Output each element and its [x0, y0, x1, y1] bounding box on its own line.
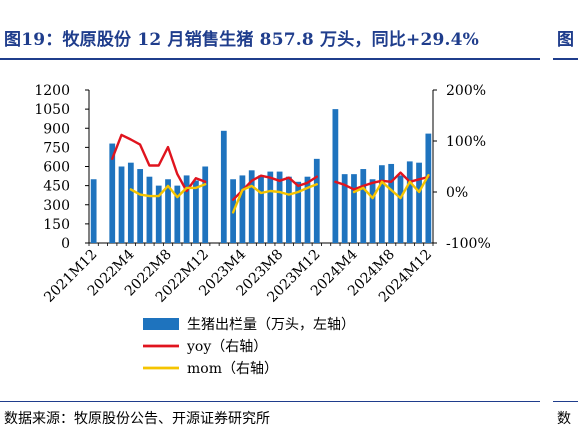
right-axis-tick-label: 100% [446, 134, 486, 150]
next-title-rule [553, 58, 578, 60]
bar [127, 162, 134, 243]
mom-line-segment [129, 183, 207, 199]
bar [193, 180, 199, 243]
bar [109, 143, 116, 243]
bar [90, 179, 97, 243]
left-axis-tick-label: 900 [43, 121, 70, 137]
bar-series [90, 109, 432, 243]
legend: 生猪出栏量（万头，左轴） yoy（右轴） mom（右轴） [143, 317, 355, 377]
bar [174, 185, 181, 243]
left-axis-tick-label: 450 [43, 179, 70, 195]
bar [313, 158, 320, 243]
left-axis-tick-label: 1200 [34, 83, 70, 99]
bar [239, 175, 246, 243]
bar [397, 175, 404, 243]
title-rule [0, 58, 540, 60]
bar [369, 179, 376, 243]
bar [258, 175, 264, 243]
bar [416, 162, 422, 243]
right-axis-tick-label: 200% [446, 83, 486, 99]
figure-title: 图19：牧原股份 12 月销售生猪 857.8 万头，同比+29.4% [4, 30, 480, 50]
left-axis-tick-label: 750 [43, 140, 70, 156]
next-source-fragment: 数 [557, 411, 571, 427]
bar [425, 133, 432, 243]
source-rule [0, 401, 540, 402]
bar [165, 179, 171, 243]
yoy-line-segment [231, 174, 318, 201]
source-note: 数据来源：牧原股份公告、开源证券研究所 [4, 411, 270, 427]
bar [360, 169, 367, 243]
left-axis-tick-label: 600 [43, 160, 70, 176]
line-series [110, 133, 430, 214]
bar [388, 163, 395, 243]
mom-line-segment [231, 183, 318, 214]
bar [248, 170, 255, 243]
left-axis-tick-label: 1050 [34, 102, 70, 118]
bar [378, 165, 385, 243]
next-source-rule [553, 401, 578, 402]
bar [341, 174, 348, 243]
bar [183, 175, 190, 243]
left-axis-tick-label: 300 [43, 198, 70, 214]
bar [146, 176, 153, 243]
legend-item-bars-swatch [143, 318, 179, 330]
legend-item-bars-label: 生猪出栏量（万头，左轴） [187, 317, 355, 333]
bar [351, 174, 357, 243]
bar [155, 185, 162, 243]
right-axis-tick-label: -100% [446, 236, 491, 252]
yoy-line-segment [110, 133, 207, 193]
next-figure-title-fragment: 图 [557, 30, 574, 50]
bar [276, 171, 283, 243]
legend-item-mom-label: mom（右轴） [187, 361, 278, 377]
right-axis-tick-label: 0% [446, 185, 468, 201]
bar [406, 161, 413, 243]
bar [286, 176, 292, 243]
bar [220, 130, 227, 243]
mom-line-segment [352, 173, 430, 200]
bar [137, 169, 144, 243]
bar [267, 171, 274, 243]
bar [118, 166, 125, 243]
bar [332, 109, 339, 243]
legend-item-yoy-label: yoy（右轴） [186, 339, 267, 355]
left-axis-tick-label: 150 [43, 217, 70, 233]
x-axis-tick-label: 2021M12 [41, 247, 100, 306]
bar [202, 166, 209, 243]
bar [304, 176, 311, 243]
bar [295, 181, 302, 243]
left-axis-tick-label: 0 [61, 236, 70, 252]
